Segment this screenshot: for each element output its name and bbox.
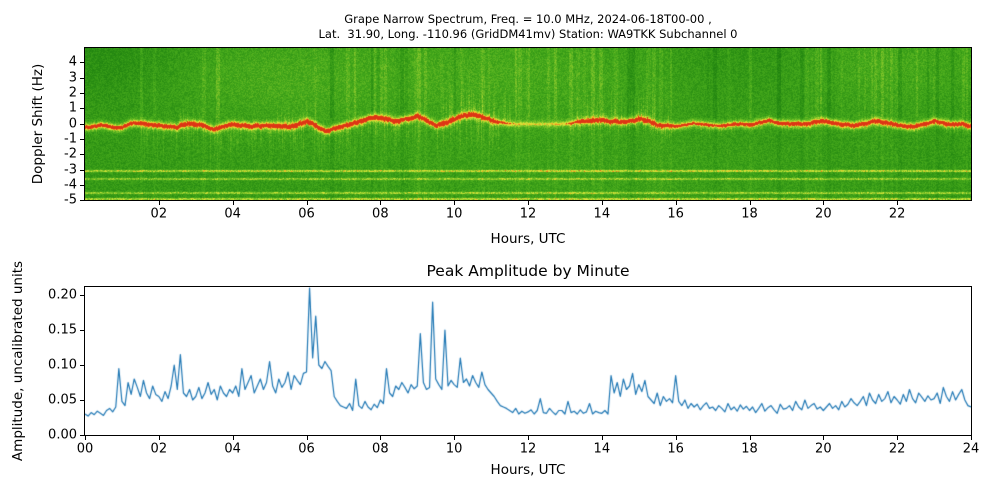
tick-mark <box>80 123 84 125</box>
tick-mark <box>897 201 899 205</box>
bottom-y-axis-label: Amplitude, uncalibrated units <box>10 260 26 462</box>
tick-label: 3 <box>68 70 77 86</box>
tick-label: -3 <box>64 162 77 178</box>
tick-mark <box>601 201 603 205</box>
tick-mark <box>80 435 84 436</box>
tick-mark <box>675 436 677 440</box>
figure-title-line1: Grape Narrow Spectrum, Freq. = 10.0 MHz,… <box>344 12 712 26</box>
tick-label: 0 <box>68 116 77 132</box>
tick-label: 2 <box>68 85 77 101</box>
tick-mark <box>528 436 529 440</box>
tick-mark <box>80 329 84 331</box>
tick-label: 08 <box>372 441 389 457</box>
tick-mark <box>528 201 529 205</box>
tick-mark <box>158 201 160 205</box>
tick-label: 22 <box>888 441 906 457</box>
tick-label: 04 <box>224 441 241 457</box>
tick-mark <box>823 436 825 440</box>
tick-label: 4 <box>68 54 77 70</box>
tick-label: 02 <box>150 441 168 457</box>
tick-label: 04 <box>224 206 241 222</box>
tick-label: 10 <box>445 441 463 457</box>
tick-label: 18 <box>741 441 758 457</box>
tick-label: 20 <box>815 441 832 457</box>
bottom-x-axis-label: Hours, UTC <box>490 462 566 478</box>
tick-label: 02 <box>150 206 168 222</box>
tick-label: 06 <box>298 206 315 222</box>
tick-mark <box>306 201 308 205</box>
tick-label: 18 <box>741 206 758 222</box>
tick-label: 0.00 <box>48 427 77 443</box>
tick-label: -4 <box>64 177 77 193</box>
top-y-axis-label: Doppler Shift (Hz) <box>30 63 46 185</box>
tick-mark <box>749 201 751 205</box>
tick-label: 14 <box>593 441 611 457</box>
tick-mark <box>749 436 751 440</box>
tick-label: 16 <box>667 206 684 222</box>
tick-mark <box>80 169 84 171</box>
spectrogram-canvas <box>85 48 971 200</box>
tick-label: 0.05 <box>48 392 77 408</box>
tick-mark <box>80 364 84 366</box>
tick-label: 0.15 <box>48 322 77 338</box>
tick-label: 08 <box>372 206 389 222</box>
tick-label: 22 <box>888 206 906 222</box>
tick-label: -1 <box>64 131 77 147</box>
tick-label: 24 <box>962 441 980 457</box>
tick-label: -2 <box>64 146 77 162</box>
tick-mark <box>601 436 603 440</box>
tick-mark <box>454 436 456 440</box>
tick-mark <box>80 139 84 141</box>
tick-label: 16 <box>667 441 684 457</box>
tick-mark <box>971 436 972 440</box>
tick-mark <box>306 436 308 440</box>
tick-mark <box>85 436 86 440</box>
tick-mark <box>80 399 84 401</box>
amplitude-canvas <box>85 287 971 435</box>
tick-mark <box>232 201 234 205</box>
tick-label: 10 <box>445 206 463 222</box>
top-x-axis-label: Hours, UTC <box>490 231 566 247</box>
tick-mark <box>380 436 382 440</box>
tick-label: 1 <box>68 100 77 116</box>
tick-mark <box>380 201 382 205</box>
figure-title-line2: Lat. 31.90, Long. -110.96 (GridDM41mv) S… <box>318 27 738 41</box>
tick-mark <box>897 436 899 440</box>
tick-mark <box>80 154 84 156</box>
tick-label: 12 <box>519 206 537 222</box>
tick-label: 0.10 <box>48 357 77 373</box>
tick-mark <box>675 201 677 205</box>
tick-label: -5 <box>64 192 77 208</box>
tick-mark <box>80 185 84 187</box>
tick-mark <box>80 62 84 64</box>
tick-mark <box>232 436 234 440</box>
tick-label: 12 <box>519 441 537 457</box>
tick-label: 20 <box>815 206 832 222</box>
tick-mark <box>158 436 160 440</box>
tick-mark <box>80 77 84 79</box>
bottom-panel-title: Peak Amplitude by Minute <box>426 262 630 280</box>
tick-label: 00 <box>76 441 94 457</box>
tick-label: 06 <box>298 441 315 457</box>
tick-mark <box>454 201 456 205</box>
tick-label: 14 <box>593 206 611 222</box>
tick-mark <box>823 201 825 205</box>
tick-label: 0.20 <box>48 287 77 303</box>
tick-mark <box>80 108 84 110</box>
tick-mark <box>80 294 84 296</box>
tick-mark <box>80 200 84 202</box>
tick-mark <box>80 92 84 94</box>
